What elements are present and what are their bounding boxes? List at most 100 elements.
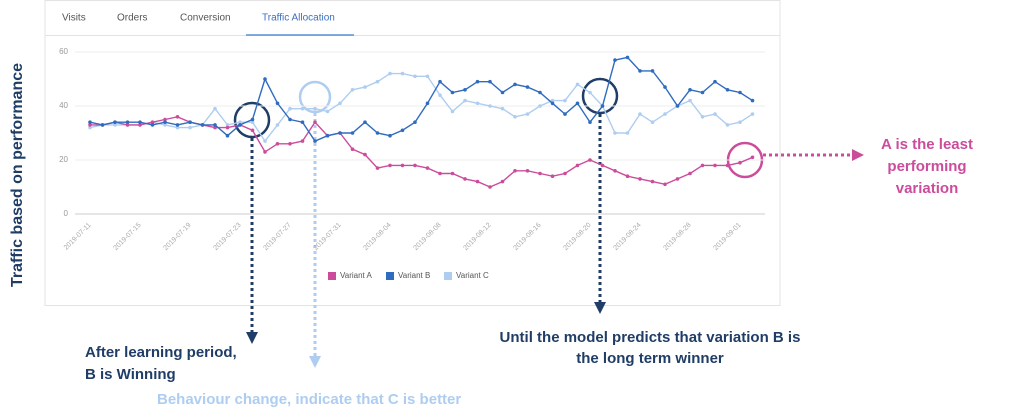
- legend-swatch: [328, 272, 336, 280]
- data-point: [375, 131, 380, 135]
- highlight-circle: [233, 101, 271, 139]
- data-point: [725, 123, 730, 127]
- data-point: [488, 185, 492, 189]
- data-point: [300, 120, 305, 124]
- data-point: [550, 174, 555, 178]
- data-point: [613, 131, 617, 135]
- tab[interactable]: Traffic Allocation: [262, 13, 335, 24]
- data-point: [425, 74, 430, 79]
- data-point: [575, 163, 580, 168]
- data-point: [463, 98, 467, 103]
- y-axis-title: Traffic based on performance: [9, 63, 26, 287]
- data-point: [88, 120, 92, 124]
- data-point: [125, 123, 130, 127]
- annotation: B is Winning: [85, 366, 176, 383]
- data-point: [475, 101, 480, 106]
- data-point: [163, 120, 167, 124]
- data-point: [700, 163, 705, 168]
- legend-swatch: [386, 272, 394, 280]
- legend-label: Variant B: [398, 271, 430, 280]
- data-point: [738, 160, 742, 165]
- data-point: [638, 112, 642, 116]
- data-point: [475, 79, 480, 84]
- data-point: [400, 128, 405, 133]
- series-line: [89, 56, 753, 142]
- data-point: [213, 123, 217, 127]
- data-point: [338, 101, 342, 106]
- data-point: [738, 90, 742, 95]
- highlight-circle: [298, 80, 332, 114]
- data-point: [138, 123, 142, 127]
- data-point: [275, 101, 280, 106]
- data-point: [425, 101, 430, 106]
- data-point: [88, 123, 92, 127]
- data-point: [625, 174, 630, 178]
- data-point: [463, 88, 467, 92]
- data-point: [300, 139, 305, 143]
- annotation: Behaviour change, indicate that C is bet…: [157, 391, 461, 408]
- data-point: [275, 123, 280, 127]
- data-point: [200, 123, 205, 127]
- annotation: Until the model predicts that variation …: [500, 329, 801, 346]
- data-point: [538, 171, 542, 176]
- annotation: performing: [887, 158, 966, 175]
- chart-card: [44, 0, 781, 306]
- data-point: [588, 120, 592, 124]
- tab[interactable]: Conversion: [180, 13, 231, 24]
- arrow-head: [594, 302, 606, 314]
- data-point: [388, 71, 392, 76]
- tab[interactable]: Orders: [117, 13, 148, 24]
- data-point: [725, 88, 730, 92]
- data-point: [475, 179, 480, 184]
- data-point: [500, 90, 505, 95]
- data-point: [638, 177, 642, 181]
- data-point: [675, 177, 680, 181]
- data-point: [688, 88, 692, 92]
- tab[interactable]: Visits: [62, 13, 86, 24]
- data-point: [438, 93, 442, 97]
- arrows: [250, 113, 852, 356]
- data-point: [550, 101, 555, 106]
- data-point: [175, 115, 180, 119]
- series-line: [89, 72, 753, 143]
- data-point: [225, 133, 230, 138]
- data-point: [663, 85, 667, 89]
- data-point: [713, 79, 717, 84]
- arrow-head: [852, 149, 864, 161]
- data-point: [113, 120, 117, 124]
- data-point: [675, 104, 680, 108]
- data-point: [638, 69, 642, 73]
- data-point: [188, 120, 192, 124]
- data-point: [538, 104, 542, 108]
- arrow-head: [246, 332, 258, 344]
- data-point: [413, 163, 417, 168]
- data-point: [600, 163, 605, 168]
- data-point: [238, 123, 242, 127]
- data-point: [450, 171, 455, 176]
- data-point: [175, 125, 180, 130]
- data-point: [563, 171, 567, 176]
- data-point: [113, 123, 117, 127]
- data-point: [513, 115, 517, 119]
- data-point: [563, 112, 567, 116]
- data-point: [313, 120, 317, 124]
- data-point: [463, 177, 467, 181]
- data-point: [513, 82, 517, 87]
- y-tick-label: 60: [59, 47, 68, 56]
- data-point: [225, 123, 230, 127]
- data-point: [525, 85, 530, 89]
- data-point: [375, 166, 380, 170]
- data-point: [413, 74, 417, 79]
- data-point: [188, 125, 192, 130]
- arrow-head: [309, 356, 321, 368]
- data-point: [663, 182, 667, 187]
- data-point: [750, 155, 755, 160]
- data-point: [525, 112, 530, 116]
- data-point: [250, 120, 255, 124]
- data-point: [488, 104, 492, 108]
- data-point: [213, 106, 217, 111]
- data-point: [263, 150, 267, 154]
- data-point: [550, 98, 555, 103]
- data-point: [425, 166, 430, 170]
- y-tick-label: 20: [59, 155, 68, 164]
